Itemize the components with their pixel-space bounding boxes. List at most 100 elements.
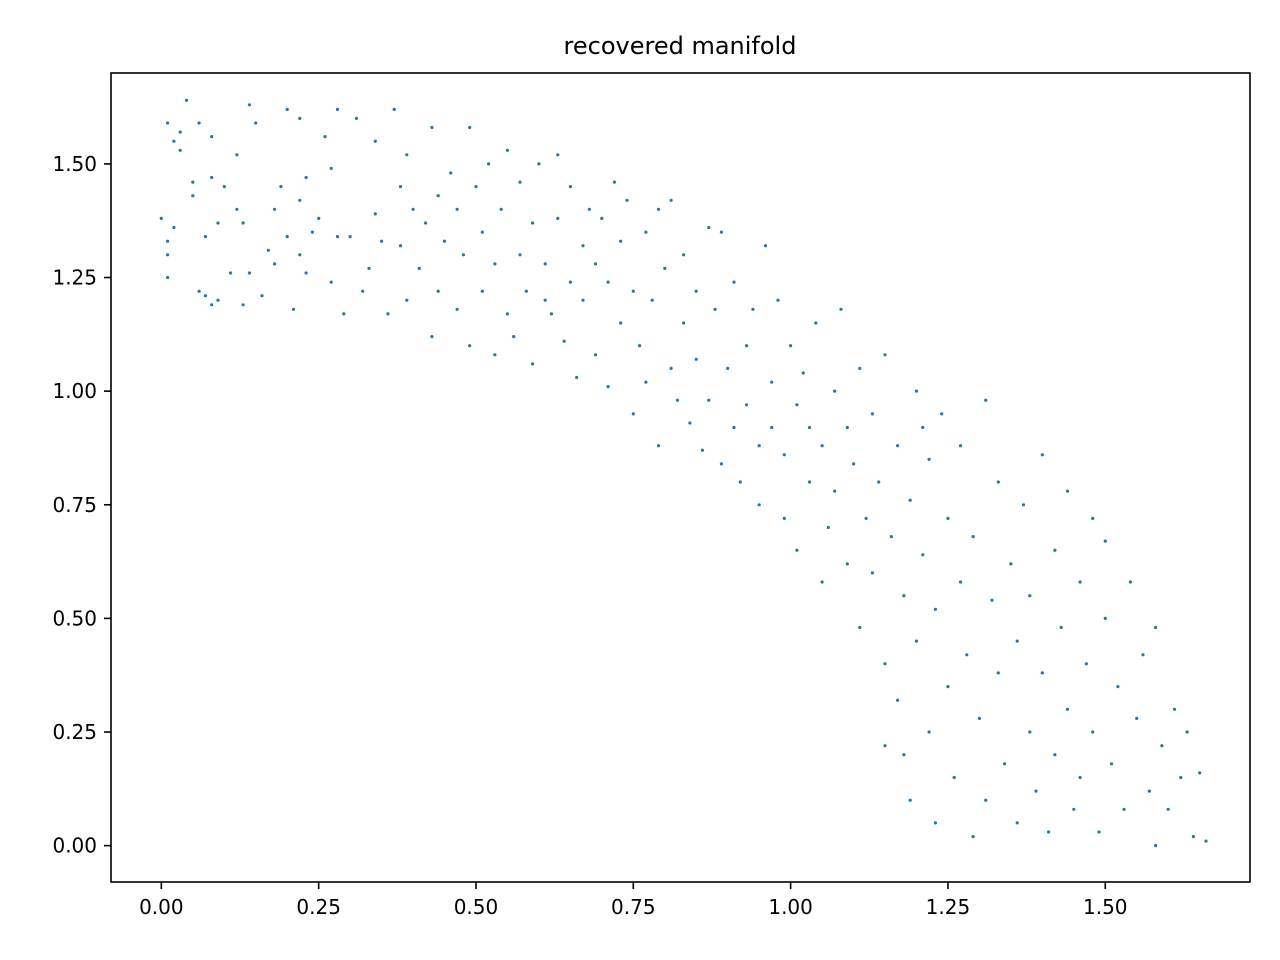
data-point (348, 235, 352, 239)
data-point (298, 253, 302, 257)
data-point (468, 125, 472, 130)
data-point (380, 239, 384, 243)
data-point (166, 239, 170, 243)
data-point (650, 298, 654, 302)
data-point (593, 353, 598, 357)
data-point (405, 153, 409, 157)
data-point (543, 262, 547, 266)
data-point (902, 594, 906, 598)
data-point (549, 312, 554, 316)
data-point (644, 230, 648, 234)
data-point (197, 121, 201, 125)
data-point (197, 289, 201, 293)
data-point (1135, 716, 1139, 721)
data-point (499, 207, 503, 211)
data-point (493, 262, 497, 266)
data-point (203, 294, 207, 298)
data-point (852, 462, 856, 466)
points-layer (159, 98, 1208, 848)
data-point (675, 398, 680, 402)
data-point (273, 207, 277, 211)
data-point (449, 171, 453, 175)
data-point (801, 371, 805, 375)
data-point (342, 312, 346, 316)
data-point (707, 398, 711, 402)
y-tick-label: 0.75 (52, 493, 97, 517)
data-point (430, 335, 434, 339)
data-point (556, 153, 560, 157)
data-point (807, 480, 812, 484)
data-point (1072, 807, 1076, 811)
data-point (518, 253, 522, 257)
data-point (1154, 844, 1158, 848)
data-point (870, 571, 875, 575)
data-point (826, 525, 831, 530)
data-point (1009, 562, 1013, 566)
data-point (581, 244, 585, 248)
data-point (568, 185, 573, 189)
data-point (531, 362, 535, 366)
data-point (392, 107, 396, 111)
data-point (700, 448, 705, 452)
data-point (562, 339, 566, 343)
x-tick-label: 1.00 (768, 895, 813, 919)
data-point (575, 375, 579, 380)
data-point (1065, 489, 1070, 493)
data-point (883, 744, 887, 748)
data-point (757, 503, 761, 507)
data-point (235, 153, 239, 157)
data-point (864, 516, 868, 521)
data-point (833, 389, 837, 393)
data-point (291, 307, 296, 311)
data-point (373, 139, 377, 143)
data-point (1103, 616, 1107, 621)
data-point (719, 462, 724, 466)
data-point (1065, 707, 1070, 711)
data-point (329, 166, 333, 170)
data-point (1034, 789, 1038, 793)
data-point (908, 498, 912, 502)
data-point (455, 207, 459, 211)
data-point (166, 253, 170, 257)
y-axis: 0.00 0.25 0.50 0.75 1.00 1.25 1.50 (52, 152, 111, 858)
data-point (1040, 671, 1044, 675)
data-point (191, 194, 195, 198)
data-point (669, 366, 673, 370)
data-point (977, 716, 982, 721)
plot-frame (110, 72, 1251, 883)
data-point (757, 444, 761, 448)
data-point (317, 216, 321, 220)
data-point (807, 425, 812, 430)
data-point (1021, 503, 1026, 507)
data-point (952, 775, 956, 780)
data-point (663, 266, 667, 270)
data-point (669, 198, 673, 202)
data-point (726, 366, 730, 370)
data-point (1015, 821, 1019, 825)
data-point (1091, 516, 1095, 521)
data-point (914, 389, 919, 393)
data-point (984, 398, 988, 402)
data-point (178, 148, 182, 152)
data-point (298, 198, 302, 202)
data-point (619, 239, 623, 243)
data-point (166, 275, 170, 280)
data-point (1053, 548, 1057, 552)
data-point (1078, 580, 1082, 584)
data-point (996, 480, 1000, 484)
data-point (940, 412, 944, 416)
data-point (1128, 580, 1132, 584)
data-point (304, 175, 308, 180)
data-point (210, 303, 214, 307)
data-point (455, 307, 459, 311)
data-point (682, 321, 686, 325)
data-point (417, 266, 421, 270)
data-point (858, 366, 862, 370)
data-point (870, 412, 875, 416)
data-point (694, 289, 698, 293)
data-point (285, 235, 289, 239)
data-point (1147, 789, 1151, 793)
data-point (719, 230, 724, 234)
data-point (971, 535, 975, 539)
data-point (656, 207, 661, 211)
